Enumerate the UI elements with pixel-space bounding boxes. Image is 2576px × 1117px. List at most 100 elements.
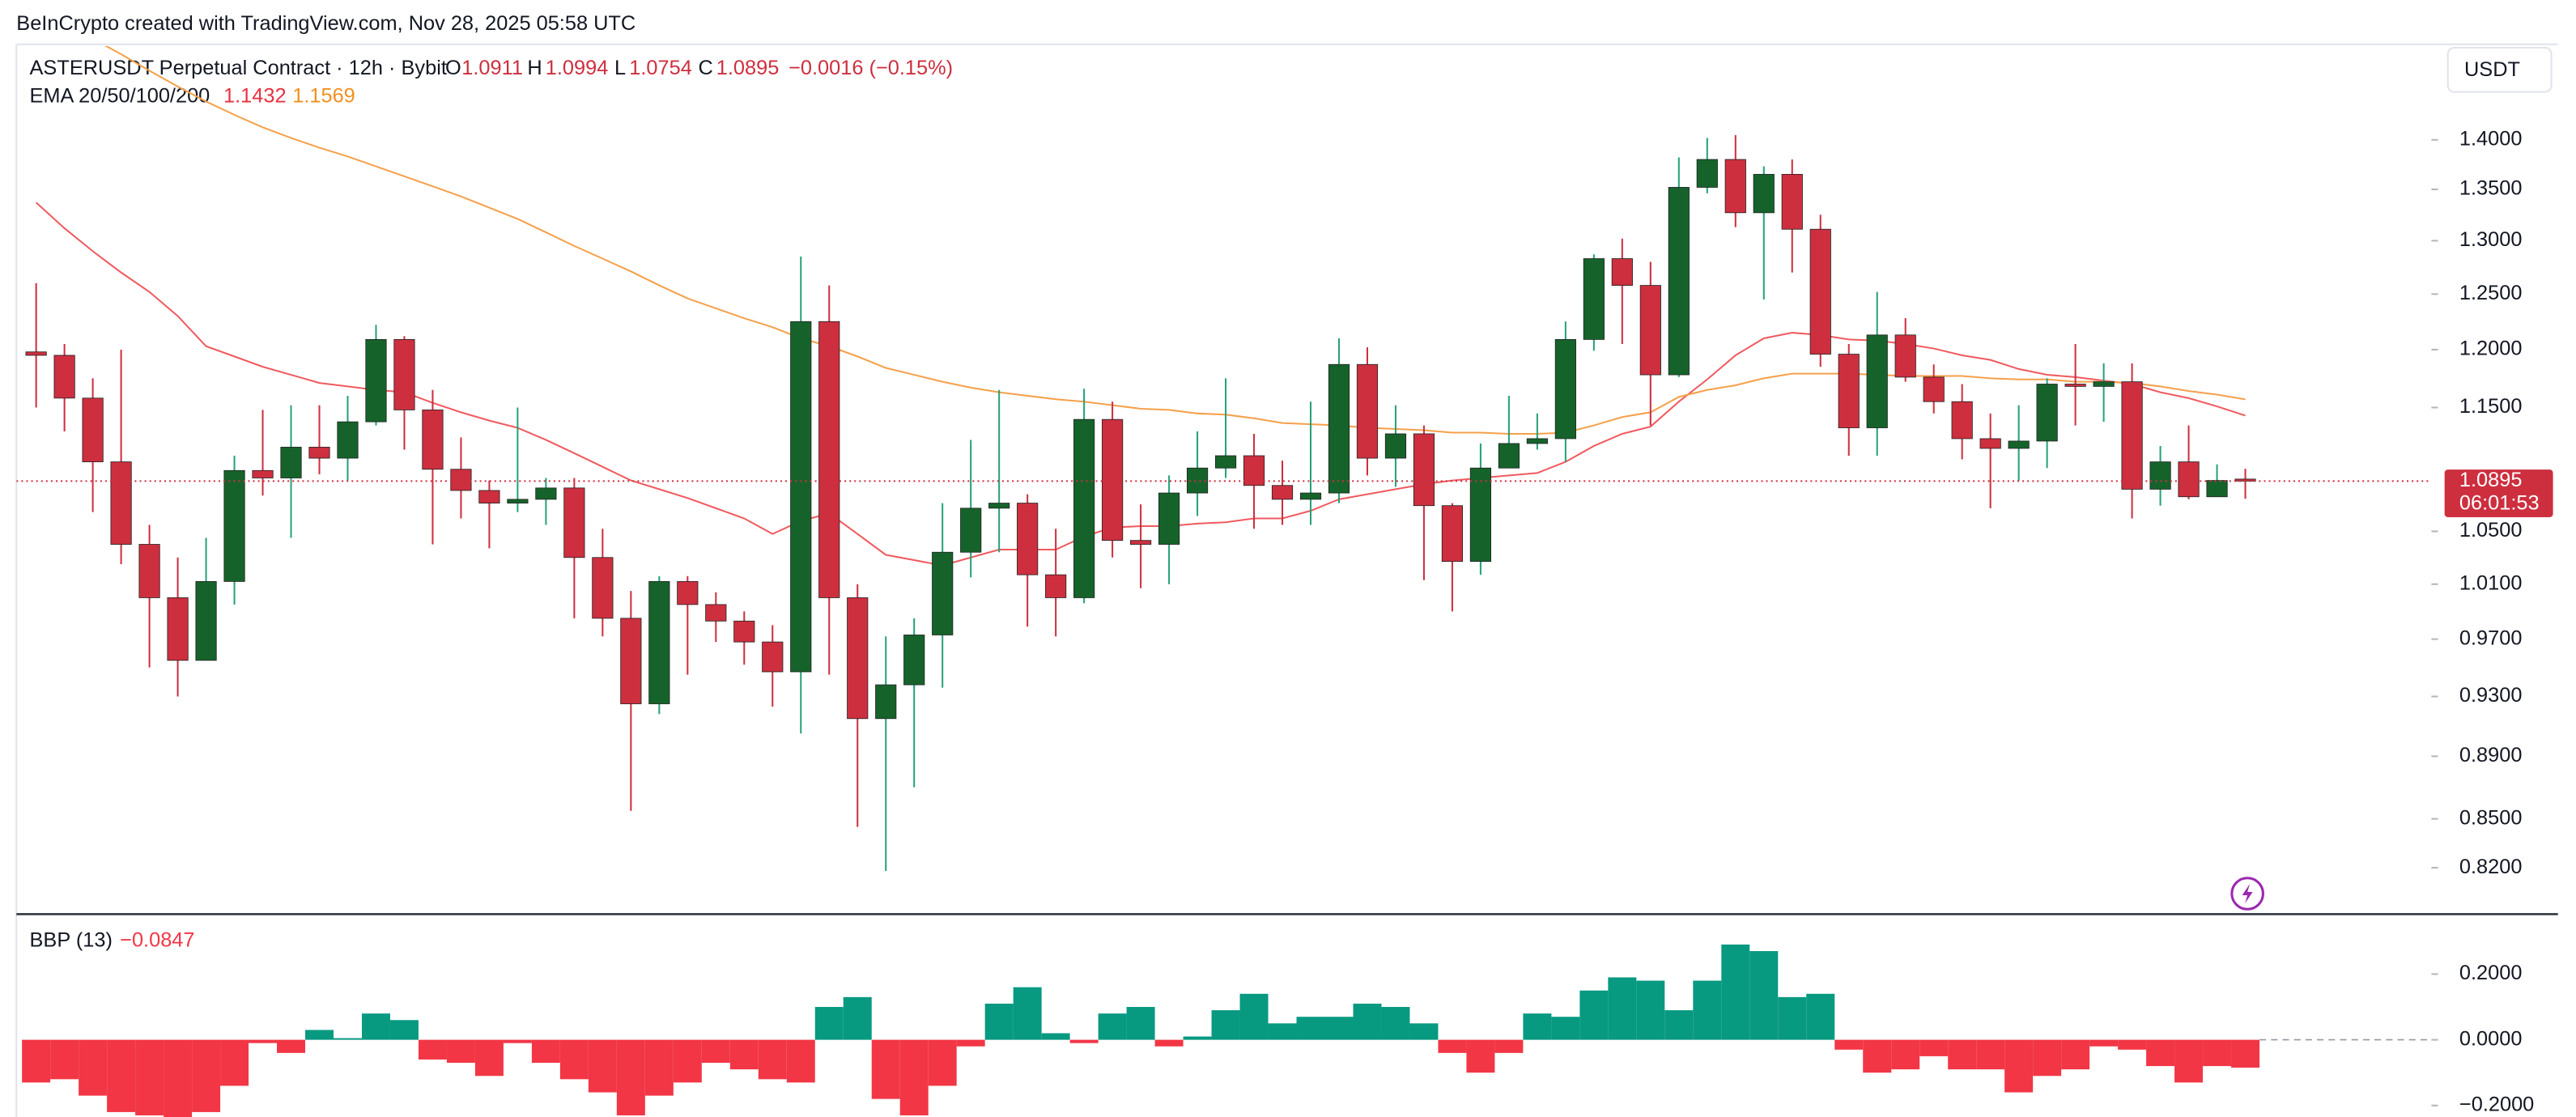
- indicator-bar: [1069, 1039, 1099, 1043]
- candle-body: [1384, 433, 1407, 459]
- y-tick-label: 0.8500: [2459, 806, 2523, 829]
- candle-body: [1894, 334, 1916, 378]
- y-tick-label: 1.0100: [2459, 571, 2523, 594]
- candle-body: [1356, 363, 1379, 459]
- candle-body: [790, 321, 812, 673]
- indicator-bar: [531, 1039, 560, 1064]
- indicator-bar: [22, 1039, 51, 1083]
- candle-body: [1611, 258, 1633, 287]
- candle-body: [2149, 461, 2171, 490]
- indicator-bar: [1834, 1039, 1864, 1050]
- indicator-bar: [503, 1039, 532, 1043]
- candle-body: [1158, 492, 1180, 545]
- candle-body: [1668, 187, 1690, 376]
- candle-body: [960, 508, 982, 553]
- legend-letter: L: [614, 57, 626, 79]
- candle-body: [677, 580, 699, 605]
- y-tick-label: 1.3000: [2459, 228, 2523, 251]
- y-tick-label: 0.0000: [2459, 1027, 2523, 1050]
- indicator-bar: [1721, 944, 1750, 1040]
- candle-body: [932, 551, 954, 635]
- indicator-bar: [1041, 1033, 1070, 1040]
- indicator-bar: [79, 1039, 108, 1096]
- indicator-bar: [1749, 951, 1779, 1040]
- candle-body: [1073, 418, 1095, 598]
- currency-button[interactable]: [2446, 46, 2553, 93]
- candle-body: [1809, 228, 1831, 355]
- indicator-pane: [22, 944, 2432, 1117]
- candle-body: [592, 557, 614, 619]
- indicator-bar: [1778, 996, 1807, 1040]
- indicator-bar: [1438, 1039, 1467, 1053]
- indicator-bar: [333, 1038, 362, 1040]
- y-tick-label: 0.2000: [2459, 962, 2523, 984]
- candle-body: [875, 684, 897, 720]
- indicator-bar: [418, 1039, 447, 1060]
- candle-body: [1271, 485, 1294, 500]
- indicator-bar: [277, 1039, 306, 1053]
- candle-body: [167, 597, 189, 661]
- legend-change: −0.0016 (−0.15%): [789, 57, 953, 79]
- candle-body: [1583, 258, 1605, 340]
- indicator-bar: [928, 1039, 957, 1086]
- y-tick-label: 1.1500: [2459, 395, 2523, 418]
- candle-body: [195, 580, 217, 661]
- indicator-bar: [673, 1039, 702, 1083]
- indicator-bar: [758, 1039, 787, 1080]
- price-tag-value: 1.0895: [2459, 469, 2523, 491]
- candle-body: [1045, 574, 1067, 598]
- candle-body: [223, 469, 245, 582]
- price-tag-countdown: 06:01:53: [2459, 491, 2540, 514]
- indicator-bar: [2146, 1039, 2175, 1067]
- y-tick-label: 1.4000: [2459, 128, 2523, 151]
- candle-body: [648, 580, 670, 704]
- indicator-bar: [1948, 1039, 1977, 1070]
- candle-body: [1724, 159, 1746, 214]
- currency-label[interactable]: USDT: [2464, 58, 2520, 81]
- legend-letter: H: [527, 57, 542, 79]
- legend-low: 1.0754: [629, 57, 692, 79]
- candle-body: [1469, 467, 1492, 563]
- candle-body: [1923, 376, 1945, 402]
- indicator-bar: [1551, 1017, 1580, 1040]
- candle-body: [1299, 492, 1322, 500]
- lightning-icon[interactable]: [2230, 877, 2264, 911]
- indicator-bar: [192, 1039, 221, 1112]
- candle-body: [1639, 285, 1661, 376]
- candle-body: [1696, 159, 1718, 188]
- candle-body: [422, 410, 444, 470]
- indicator-bar: [1579, 990, 1609, 1040]
- indicator-bar: [1693, 980, 1722, 1040]
- y-tick-label: −0.2000: [2459, 1093, 2534, 1115]
- candle-body: [988, 503, 1010, 509]
- candle-body: [393, 338, 415, 410]
- candle-body: [138, 544, 160, 598]
- indicator-bar: [1268, 1023, 1297, 1040]
- icon-bolt[interactable]: [2242, 883, 2253, 904]
- indicator-bar: [984, 1003, 1014, 1040]
- candle-body: [535, 487, 557, 500]
- symbol-title: ASTERUSDT Perpetual Contract · 12h · Byb…: [30, 57, 447, 79]
- candle-body: [903, 635, 925, 686]
- indicator-bar: [389, 1020, 419, 1040]
- candle-body: [1979, 438, 2001, 449]
- indicator-bar: [1098, 1013, 1127, 1040]
- indicator-bar: [956, 1039, 985, 1047]
- candle-body: [1753, 173, 1775, 214]
- ema50-value: 1.1569: [292, 84, 355, 107]
- candle-body: [1951, 401, 1973, 440]
- indicator-bar: [474, 1039, 504, 1077]
- indicator-bar: [2203, 1039, 2232, 1067]
- candle-body: [337, 421, 359, 459]
- indicator-bar: [1466, 1039, 1495, 1073]
- header: BeInCrypto created with TradingView.com,…: [16, 12, 635, 35]
- candle-body: [1102, 418, 1124, 542]
- ema-title: EMA 20/50/100/200: [30, 84, 210, 107]
- candle-body: [53, 355, 75, 399]
- indicator-bar: [1806, 993, 1835, 1040]
- candle-body: [1328, 363, 1350, 494]
- candle-body: [25, 351, 47, 356]
- indicator-bar: [701, 1039, 730, 1064]
